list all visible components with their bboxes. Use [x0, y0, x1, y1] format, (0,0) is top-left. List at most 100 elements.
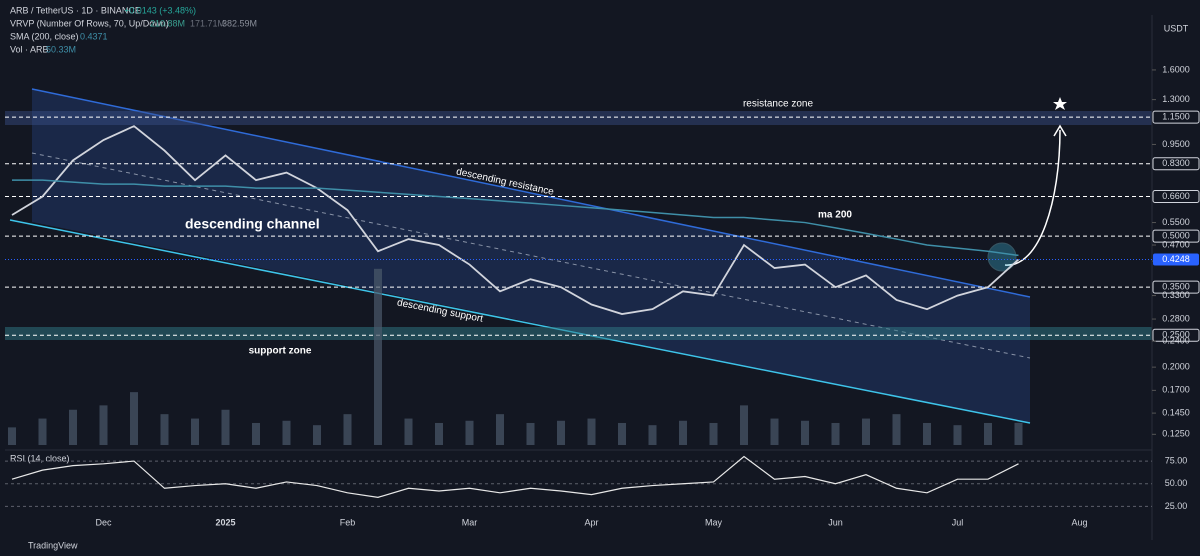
volume-bar [770, 418, 779, 445]
y-tick-label: 0.5500 [1162, 217, 1190, 227]
brand: TradingView [28, 540, 78, 550]
volume-bar [374, 268, 382, 445]
indicator-value: 0.4371 [80, 31, 108, 41]
level-tag [1152, 157, 1200, 171]
volume-bar [435, 422, 443, 445]
volume-bar [496, 414, 504, 445]
volume-bar [343, 414, 352, 445]
volume-bar [1014, 422, 1023, 445]
line [11, 455, 1019, 498]
x-tick-label: May [705, 517, 723, 527]
indicator: Vol · ARB [10, 44, 49, 54]
support-line [9, 219, 1031, 424]
y-tick-label: 0.1700 [1162, 385, 1190, 395]
y-tick-label: 0.2500 [1162, 330, 1190, 340]
level-tag [1152, 110, 1200, 124]
volume-bar [648, 425, 657, 445]
rsi-title: RSI (14, close) [10, 453, 70, 463]
indicator-value: 171.71M [190, 18, 225, 28]
level-tag [1152, 328, 1200, 342]
support-zone [5, 327, 1152, 340]
volume-bar [587, 418, 596, 445]
y-tick-label: 0.2000 [1162, 362, 1190, 372]
volume-bar [404, 418, 413, 445]
target-star [1053, 97, 1067, 110]
x-tick-label: Apr [584, 517, 598, 527]
x-tick-label: Jul [952, 517, 964, 527]
indicator-value: 50.33M [46, 44, 76, 54]
resistance-line [31, 88, 1031, 298]
level-tag [1152, 190, 1200, 204]
volume-bar [953, 425, 962, 445]
unit: USDT [1164, 23, 1189, 33]
breakout-circle [987, 242, 1017, 272]
projection-arrow [1004, 129, 1061, 266]
volume-bar [801, 420, 809, 445]
y-tick-label: 0.8300 [1162, 158, 1190, 168]
volume-bar [252, 422, 260, 445]
x-tick-label: Aug [1071, 517, 1087, 527]
level-tag [1152, 280, 1200, 294]
indicator-value: 382.59M [222, 18, 257, 28]
level-tag [1152, 229, 1200, 243]
volume-bar [313, 425, 321, 445]
y-tick-label: 0.9500 [1162, 139, 1190, 149]
volume-bar [618, 422, 626, 445]
volume-bar [862, 418, 870, 445]
y-tick-label: 1.1500 [1162, 112, 1190, 122]
volume-bar [191, 418, 199, 445]
y-tick-label: 0.4700 [1162, 239, 1190, 249]
volume-bar [984, 422, 992, 445]
volume-bar [557, 420, 565, 445]
volume-bar [923, 422, 931, 445]
volume-bar [282, 420, 291, 445]
indicator: SMA (200, close) [10, 31, 79, 41]
rsi-tick-label: 75.00 [1165, 455, 1188, 465]
line [12, 179, 1019, 257]
change: +0.0143 (+3.48%) [124, 5, 196, 15]
volume-bar [160, 414, 169, 445]
x-tick-label: Mar [462, 517, 478, 527]
volume-bar [465, 420, 474, 445]
x-tick-label: Feb [340, 517, 356, 527]
volume-bar [221, 409, 230, 445]
channel-mid [31, 152, 1031, 359]
line [11, 125, 1020, 315]
x-tick-label: Jun [828, 517, 843, 527]
resistance-zone [5, 111, 1152, 125]
annotation: ma 200 [818, 210, 852, 221]
volume-bar [679, 420, 687, 445]
y-tick-label: 0.6600 [1162, 191, 1190, 201]
volume-bar [892, 414, 901, 445]
y-tick-label: 0.1250 [1162, 429, 1190, 439]
y-tick-label: 0.3300 [1162, 290, 1190, 300]
y-tick-label: 1.6000 [1162, 64, 1190, 74]
x-tick-label: 2025 [215, 517, 235, 527]
symbol: ARB / TetherUS · 1D · BINANCE [10, 5, 141, 15]
y-tick-label: 0.5000 [1162, 231, 1190, 241]
volume-bar [8, 427, 16, 445]
y-tick-label: 0.2800 [1162, 313, 1190, 323]
volume-bar [99, 405, 108, 445]
annotation: support zone [249, 346, 312, 357]
annotation: resistance zone [743, 99, 813, 110]
volume-bar [69, 409, 77, 445]
y-tick-label: 0.2400 [1162, 335, 1190, 345]
arrow-head [1053, 124, 1067, 137]
volume-bar [38, 418, 47, 445]
rsi-tick-label: 25.00 [1165, 501, 1188, 511]
y-tick-label: 0.3500 [1162, 282, 1190, 292]
y-tick-label: 0.1450 [1162, 407, 1190, 417]
last-price-tag [1153, 253, 1199, 266]
volume-bar [130, 392, 138, 445]
indicator: VRVP (Number Of Rows, 70, Up/Down) [10, 18, 169, 28]
channel-fill [32, 89, 1030, 423]
indicator-value: 210.88M [150, 18, 185, 28]
volume-bar [526, 422, 535, 445]
y-tick-label: 1.3000 [1162, 94, 1190, 104]
annotation: descending channel [185, 216, 320, 232]
volume-bar [709, 422, 718, 445]
x-tick-label: Dec [95, 517, 112, 527]
